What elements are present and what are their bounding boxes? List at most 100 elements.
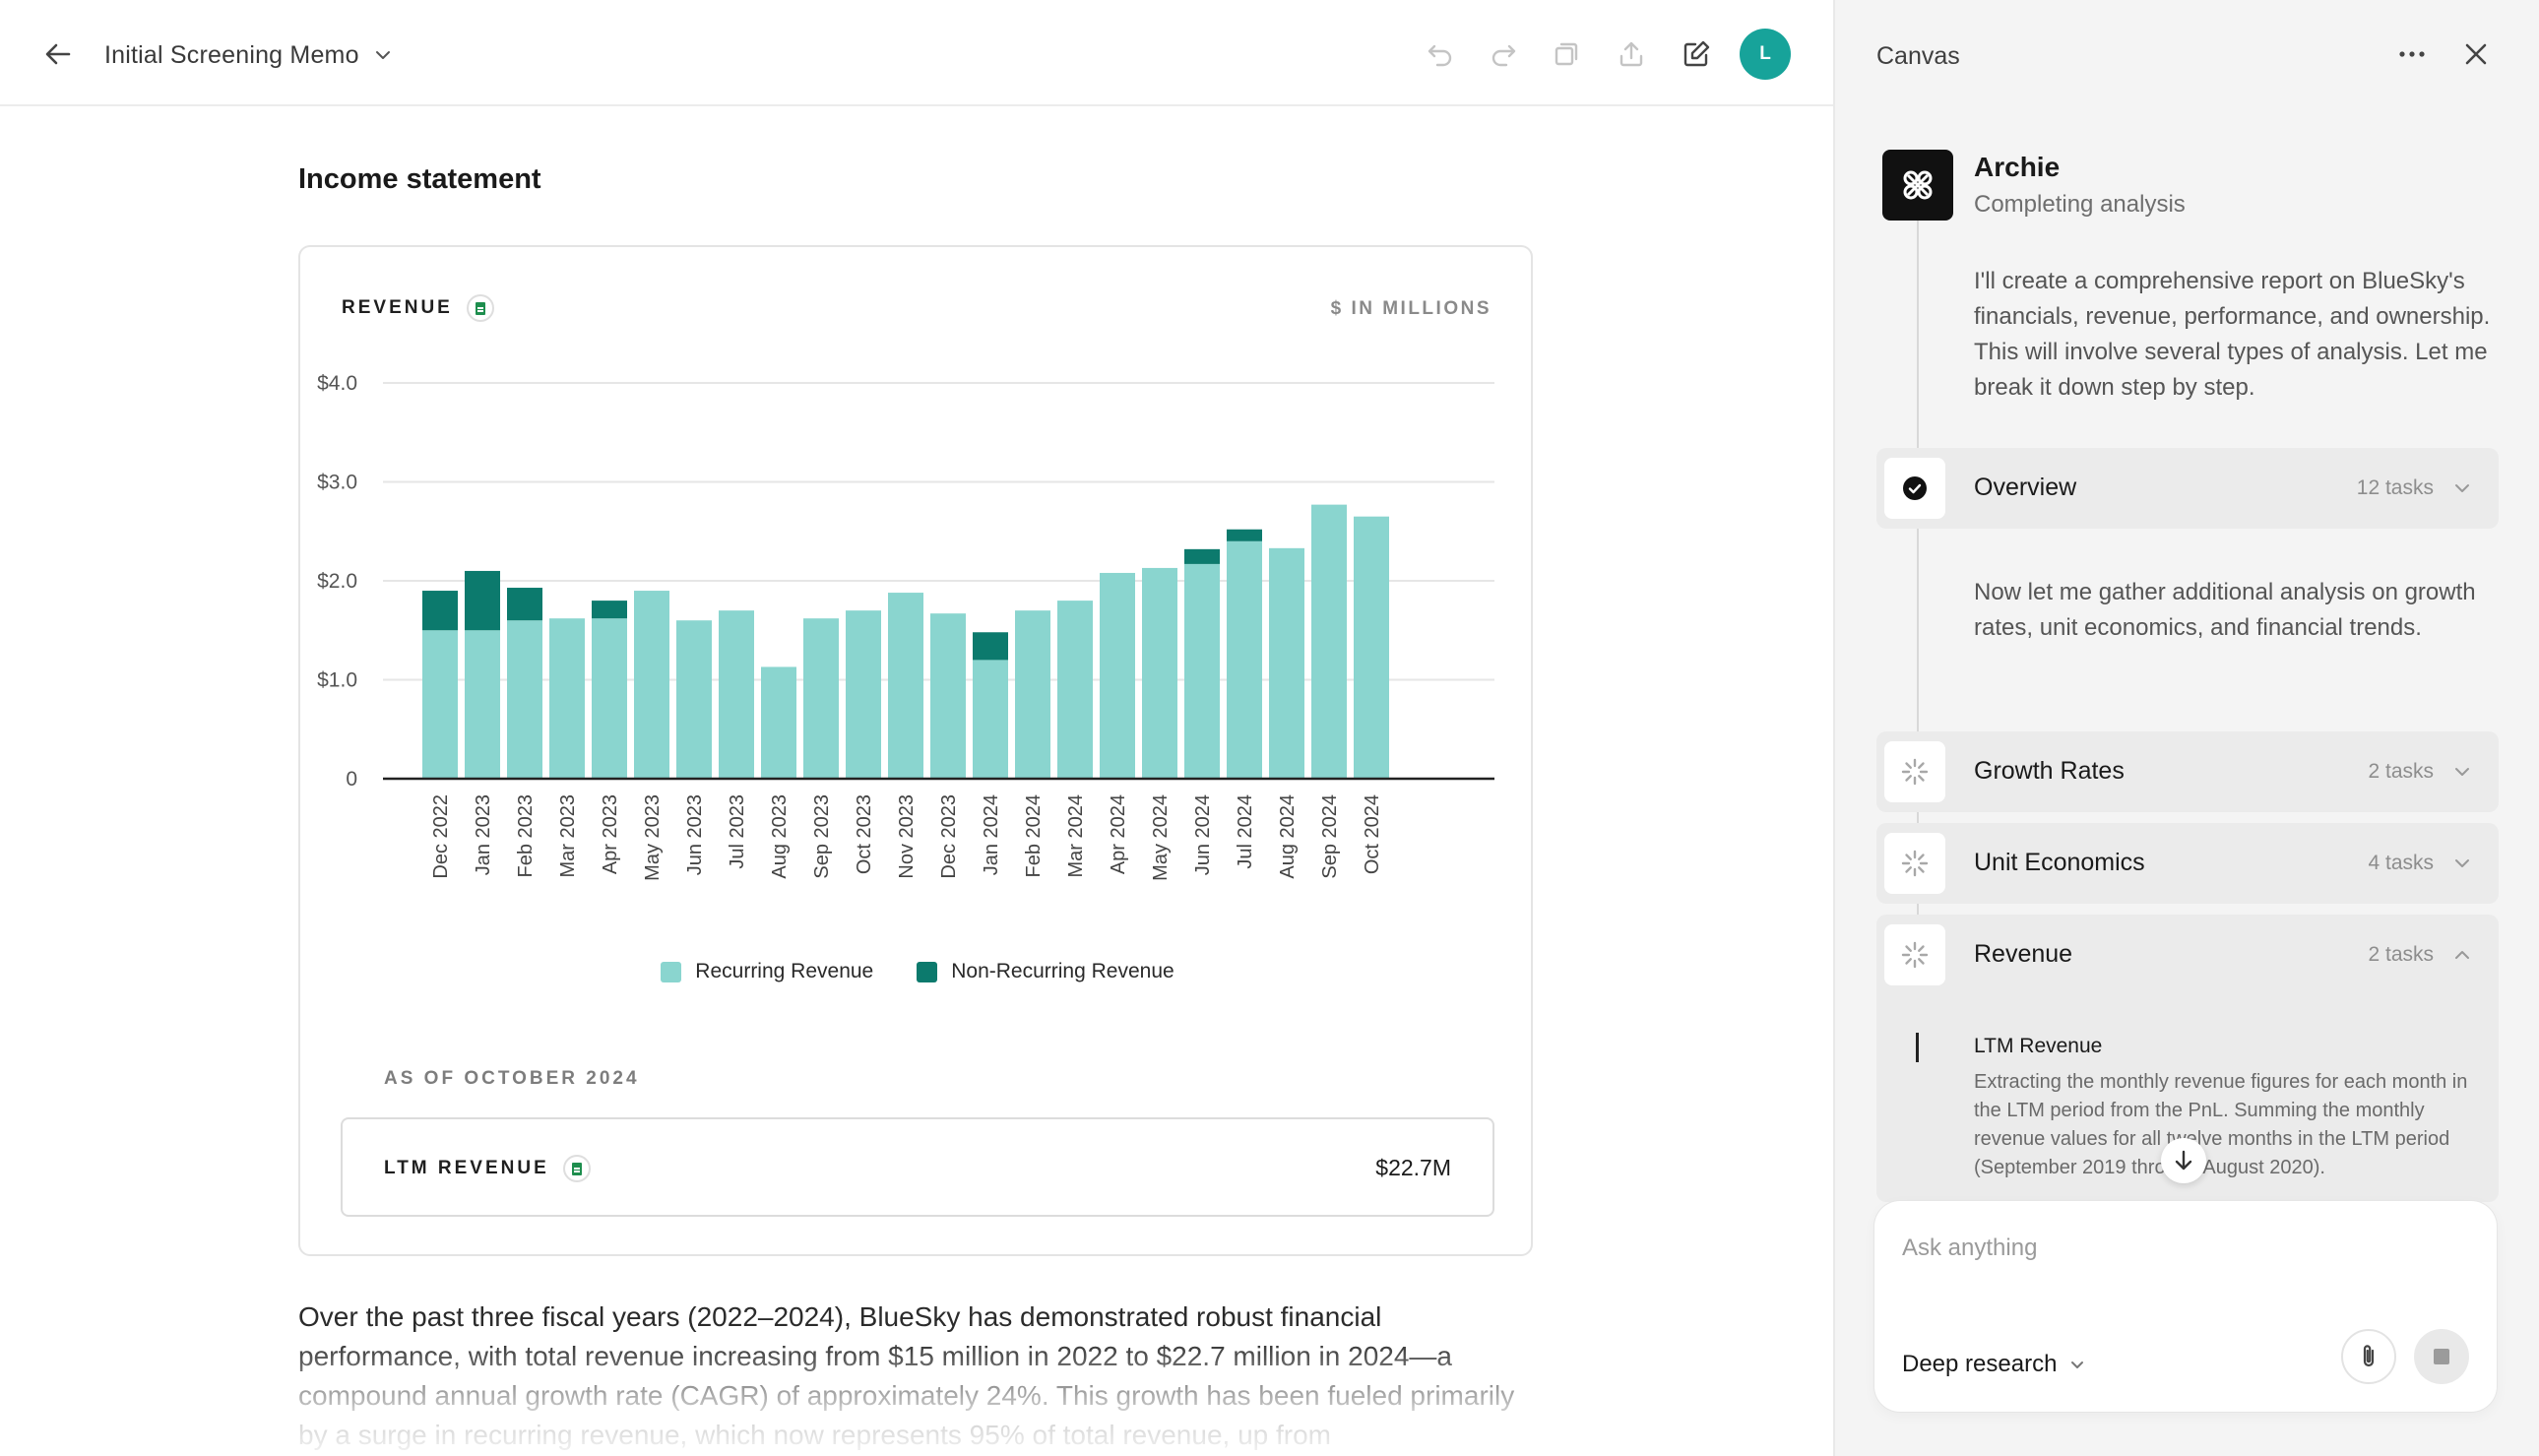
bar-recurring [803,618,839,779]
chevron-down-icon [2071,1361,2084,1368]
spreadsheet-source-icon[interactable] [562,1155,591,1182]
bar-recurring [1142,567,1177,779]
bar-non-recurring [592,601,627,619]
x-tick-label: Nov 2023 [896,794,918,879]
step-overview[interactable]: Overview 12 tasks [1876,448,2499,529]
user-avatar[interactable]: L [1740,29,1791,80]
edit-button[interactable] [1676,33,1717,75]
agent-progress-text: Now let me gather additional analysis on… [1974,579,2476,641]
bar-recurring [1100,572,1135,779]
scroll-to-bottom-button[interactable] [2161,1138,2206,1183]
step-revenue[interactable]: Revenue 2 tasks [1876,915,2499,995]
step-status-box [1884,741,1945,802]
document-toolbar: Initial Screening Memo L [0,0,1833,106]
chevron-down-icon [2455,768,2469,776]
x-tick-label: Apr 2023 [600,794,621,874]
document-area: Initial Screening Memo L Income statemen… [0,0,1833,1456]
bar-non-recurring [422,591,458,631]
bar-non-recurring [1227,529,1262,541]
x-tick-label: Jan 2023 [473,794,494,875]
pencil-square-icon [1683,40,1710,67]
spreadsheet-source-icon[interactable] [466,294,494,322]
loading-spinner-icon [1901,850,1929,877]
ltm-label-row: LTM REVENUE [384,1155,591,1182]
x-tick-label: Jul 2023 [727,794,748,869]
chat-composer: Deep research [1874,1201,2497,1412]
research-mode-dropdown[interactable]: Deep research [1902,1351,2086,1378]
as-of-label: AS OF OCTOBER 2024 [384,1068,640,1089]
legend-swatch-non-recurring [917,961,938,982]
chevron-down-icon [375,51,390,59]
more-options-button[interactable] [2391,33,2433,75]
ask-input[interactable] [1902,1229,2453,1268]
x-tick-label: Sep 2023 [811,794,833,879]
bar-recurring [1311,504,1347,779]
x-tick-label: Jun 2023 [684,794,706,875]
y-tick-label: 0 [346,768,357,791]
chevron-down-icon [2455,484,2469,492]
chart-label: REVENUE [342,297,453,318]
x-tick-label: Dec 2022 [430,794,452,879]
x-tick-label: Aug 2023 [769,794,791,879]
redo-button[interactable] [1483,33,1524,75]
bar-non-recurring [465,570,500,631]
step-label: Unit Economics [1974,849,2145,876]
bar-recurring [846,610,881,779]
x-tick-label: Jan 2024 [981,794,1002,875]
close-icon [2465,43,2487,65]
revenue-bar-chart: 0 $1.0 $2.0 $3.0 $4.0 Dec 2022 Jan 2023 Feb 202… [317,372,1494,881]
stop-generation-button[interactable] [2414,1329,2469,1384]
bar-recurring [719,610,754,779]
agent-intro-text: I'll create a comprehensive report on Bl… [1974,268,2491,401]
step-unit-economics[interactable]: Unit Economics 4 tasks [1876,823,2499,904]
bar-recurring [1227,540,1262,779]
y-tick-label: $3.0 [317,472,357,494]
undo-button[interactable] [1420,33,1461,75]
doc-title-dropdown[interactable]: Initial Screening Memo [104,35,393,75]
chart-units-label: $ IN MILLIONS [1330,298,1492,319]
bar-recurring [422,630,458,779]
step-growth-rates[interactable]: Growth Rates 2 tasks [1876,731,2499,812]
loading-spinner-icon [1901,941,1929,969]
chevron-up-icon [2455,951,2469,959]
x-tick-label: Jun 2024 [1192,794,1214,875]
bar-recurring [634,591,669,779]
bar-recurring [465,630,500,779]
duplicate-button[interactable] [1546,33,1587,75]
ltm-revenue-box: LTM REVENUE $22.7M [341,1117,1494,1217]
bar-recurring [676,620,712,779]
bar-recurring [1057,601,1093,779]
copy-icon [1555,42,1578,66]
x-tick-label: Feb 2023 [515,794,537,878]
upload-icon [1619,41,1643,67]
step-label: Growth Rates [1974,757,2125,785]
step-task-count: 2 tasks [2368,760,2434,783]
x-tick-label: Apr 2024 [1108,794,1129,874]
check-circle-icon [1903,476,1927,500]
agent-name: Archie [1974,152,2061,182]
subtask-marker [1916,1033,1919,1062]
x-tick-label: Sep 2024 [1319,794,1341,879]
ltm-label: LTM REVENUE [384,1158,549,1178]
bar-recurring [761,666,796,779]
y-tick-label: $1.0 [317,669,357,692]
back-button[interactable] [37,33,79,75]
x-tick-label: Jul 2024 [1235,794,1256,869]
bar-recurring [1269,547,1304,779]
attach-file-button[interactable] [2341,1329,2396,1384]
close-panel-button[interactable] [2455,33,2497,75]
bar-recurring [973,660,1008,779]
x-tick-label: May 2023 [642,794,664,881]
more-horizontal-icon [2399,51,2425,57]
section-heading: Income statement [298,163,541,195]
agent-logo [1882,150,1953,221]
bar-recurring [1354,516,1389,779]
step-task-count: 2 tasks [2368,943,2434,966]
export-button[interactable] [1611,33,1652,75]
x-tick-label: Dec 2023 [938,794,960,879]
x-tick-label: Mar 2024 [1065,794,1087,878]
paperclip-icon [2363,1345,2375,1367]
y-tick-label: $4.0 [317,372,357,395]
legend-swatch-recurring [661,961,682,982]
bar-recurring [592,618,627,779]
